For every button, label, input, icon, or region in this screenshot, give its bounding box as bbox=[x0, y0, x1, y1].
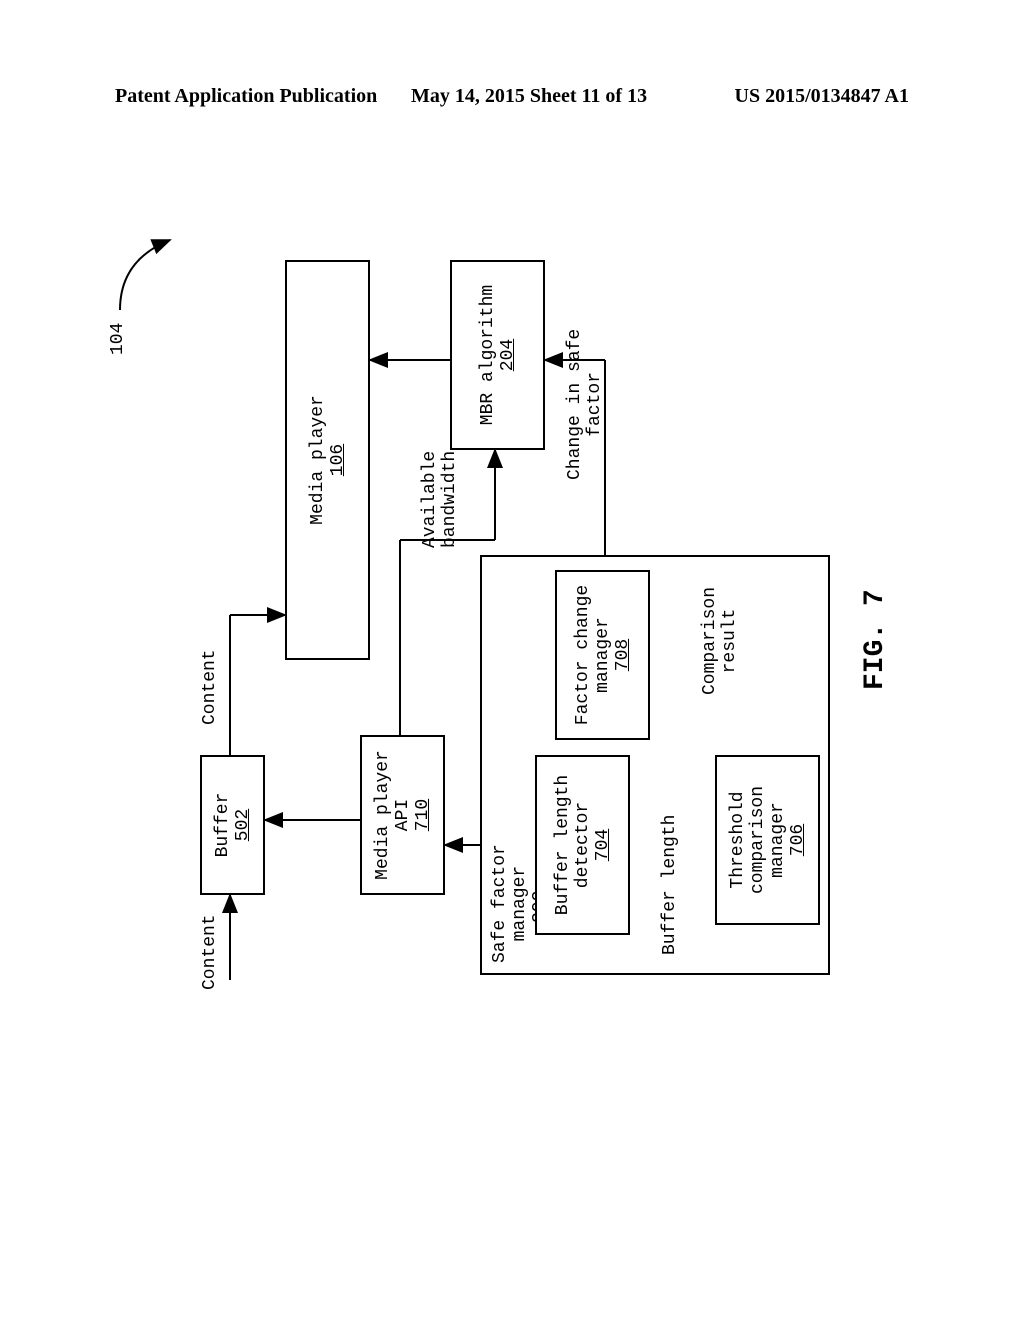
mbr-algorithm-label: MBR algorithm bbox=[478, 285, 498, 425]
available-bandwidth-label: Available bandwidth bbox=[420, 451, 460, 548]
threshold-comparison-manager-box: Threshold comparison manager 706 bbox=[715, 755, 820, 925]
buffer-box: Buffer 502 bbox=[200, 755, 265, 895]
diagram-fig-7: 104 Buffer 502 Content Content Media pla… bbox=[150, 220, 850, 980]
buffer-length-detector-label: Buffer length detector bbox=[553, 775, 593, 915]
media-player-box: Media player 106 bbox=[285, 260, 370, 660]
buffer-label: Buffer bbox=[213, 793, 233, 858]
buffer-length-detector-ref: 704 bbox=[593, 829, 613, 861]
threshold-comparison-manager-ref: 706 bbox=[788, 824, 808, 856]
comparison-result-label: Comparison result bbox=[700, 587, 740, 695]
change-in-safe-factor-label: Change in safe factor bbox=[565, 329, 605, 480]
buffer-length-detector-box: Buffer length detector 704 bbox=[535, 755, 630, 935]
mbr-algorithm-ref: 204 bbox=[498, 339, 518, 371]
header-right: US 2015/0134847 A1 bbox=[735, 85, 909, 108]
buffer-length-label: Buffer length bbox=[660, 815, 680, 955]
header-center: May 14, 2015 Sheet 11 of 13 bbox=[411, 85, 647, 108]
factor-change-manager-ref: 708 bbox=[613, 639, 633, 671]
mbr-algorithm-box: MBR algorithm 204 bbox=[450, 260, 545, 450]
factor-change-manager-label: Factor change manager bbox=[573, 585, 613, 725]
header-left: Patent Application Publication bbox=[115, 85, 377, 108]
media-player-label: Media player bbox=[308, 395, 328, 525]
safe-factor-manager-label: Safe factor manager bbox=[490, 844, 530, 963]
ref-104: 104 bbox=[108, 323, 128, 355]
figure-label: FIG. 7 bbox=[860, 589, 891, 690]
media-player-api-box: Media player API 710 bbox=[360, 735, 445, 895]
buffer-ref: 502 bbox=[233, 809, 253, 841]
media-player-api-label: Media player API bbox=[373, 750, 413, 880]
threshold-comparison-manager-label: Threshold comparison manager bbox=[728, 786, 788, 894]
content-in-label: Content bbox=[200, 914, 220, 990]
media-player-api-ref: 710 bbox=[413, 799, 433, 831]
factor-change-manager-box: Factor change manager 708 bbox=[555, 570, 650, 740]
content-out-label: Content bbox=[200, 649, 220, 725]
media-player-ref: 106 bbox=[328, 444, 348, 476]
